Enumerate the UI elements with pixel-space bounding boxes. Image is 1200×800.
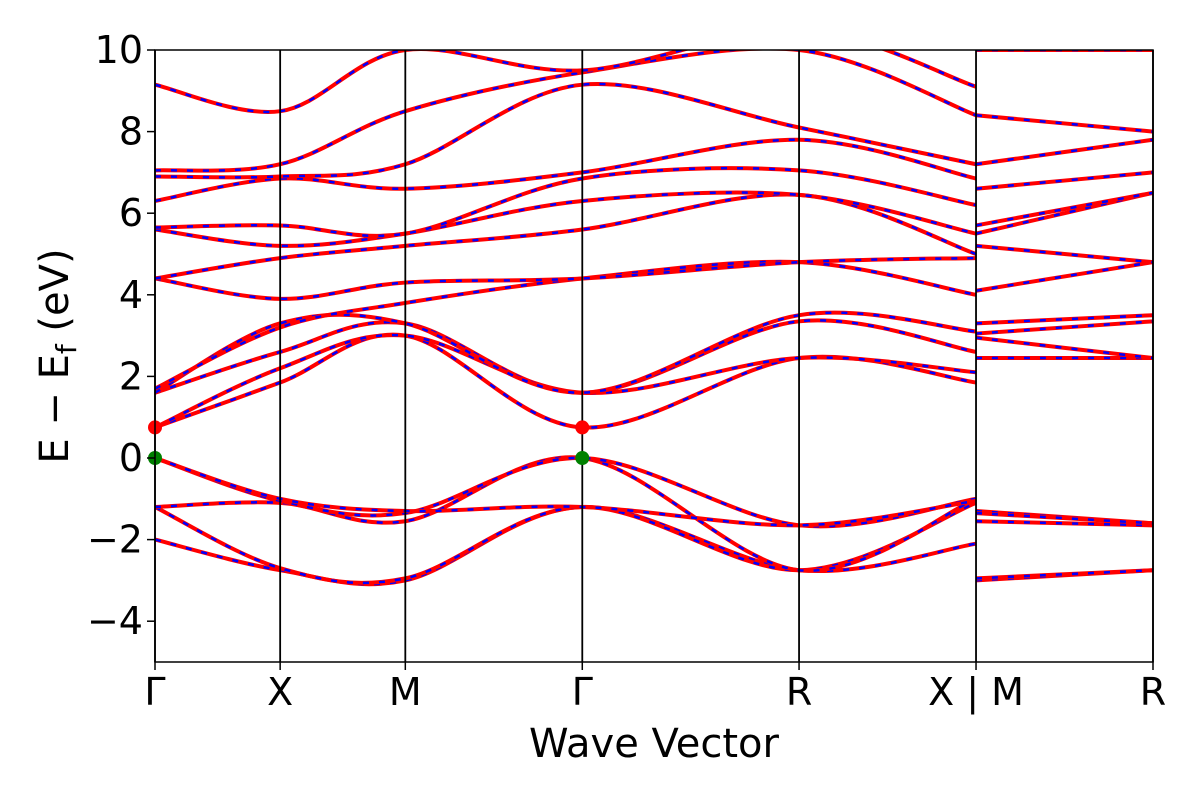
- y-axis-label-main: E − E: [32, 354, 78, 464]
- band-line-spin-up: [155, 332, 977, 430]
- band-line-spin-down: [155, 166, 977, 238]
- band-line-spin-up: [975, 137, 1153, 167]
- band-line-spin-down: [155, 193, 977, 280]
- band-line-spin-down: [975, 519, 1153, 527]
- band-line-spin-up: [155, 455, 977, 529]
- band-line-spin-up: [155, 504, 977, 587]
- x-tick-label: R: [786, 670, 812, 714]
- band-line-spin-up: [155, 137, 977, 203]
- band-line-spin-down: [975, 260, 1153, 292]
- x-axis-label: Wave Vector: [529, 721, 780, 767]
- band-line-spin-down: [155, 191, 977, 248]
- band-edge-markers: [148, 420, 590, 465]
- band-line-spin-down: [975, 568, 1153, 580]
- band-line-spin-down: [155, 82, 977, 179]
- band-line-spin-up: [975, 113, 1153, 134]
- band-line-spin-down: [155, 505, 977, 586]
- band-line-spin-down: [155, 501, 977, 585]
- x-tick-label: M: [389, 670, 422, 714]
- band-line-spin-up: [155, 310, 977, 395]
- band-line-spin-down: [975, 191, 1153, 227]
- band-line-spin-down: [155, 333, 977, 429]
- y-tick-label: −2: [87, 518, 143, 562]
- band-line-spin-up: [155, 256, 977, 301]
- kpoint-lines: [154, 50, 1154, 662]
- y-axis-ticks: 10 8 6 4 2 0 −2 −4: [87, 28, 155, 643]
- y-tick-label: 10: [95, 28, 143, 72]
- band-line-spin-up: [975, 335, 1153, 361]
- band-line-spin-down: [975, 511, 1153, 525]
- vbm-marker: [575, 451, 590, 465]
- x-tick-label: Γ: [144, 670, 165, 714]
- cbm-marker: [575, 420, 590, 435]
- band-line-spin-up: [975, 190, 1153, 228]
- band-line-spin-down: [975, 313, 1153, 325]
- band-line-spin-down: [975, 244, 1153, 264]
- band-line-spin-up: [155, 50, 977, 114]
- band-line-spin-down: [975, 138, 1153, 166]
- y-tick-label: 2: [119, 354, 143, 398]
- band-line-spin-down: [975, 171, 1153, 190]
- x-tick-label: X | M: [928, 670, 1024, 715]
- band-line-spin-down: [155, 256, 977, 301]
- y-axis-label: E − Ef (eV): [32, 248, 83, 463]
- band-line-spin-down: [155, 260, 977, 390]
- band-line-spin-up: [155, 456, 977, 528]
- band-line-spin-down: [975, 320, 1153, 335]
- y-tick-label: 0: [119, 436, 143, 480]
- y-axis-label-unit: (eV): [32, 248, 78, 344]
- band-line-spin-up: [975, 170, 1153, 191]
- band-line-spin-down: [975, 336, 1153, 360]
- band-line-spin-down: [155, 456, 977, 527]
- band-line-spin-down: [155, 333, 977, 429]
- band-line-spin-down: [155, 456, 977, 572]
- band-line-spin-down: [155, 50, 977, 172]
- y-tick-label: 6: [119, 191, 143, 235]
- x-tick-label: R: [1140, 670, 1166, 714]
- band-line-spin-up: [155, 190, 977, 248]
- band-line-spin-down: [155, 456, 977, 528]
- plot-frame: [154, 49, 1154, 663]
- y-tick-label: 4: [119, 273, 143, 317]
- x-tick-label: X: [267, 670, 293, 714]
- x-tick-label: Γ: [572, 670, 593, 714]
- band-line-spin-up: [155, 192, 977, 281]
- y-axis-label-sub: f: [50, 343, 83, 354]
- y-tick-label: −4: [87, 599, 143, 643]
- band-line-spin-down: [155, 138, 977, 203]
- y-tick-label: 8: [119, 110, 143, 154]
- band-line-spin-up: [155, 455, 977, 573]
- x-axis-ticks: Γ X M Γ R X | M R: [144, 662, 1166, 715]
- band-line-spin-up: [975, 260, 1153, 293]
- bands-layer: [155, 50, 1153, 587]
- band-line-spin-down: [975, 114, 1153, 133]
- band-line-spin-up: [975, 243, 1153, 265]
